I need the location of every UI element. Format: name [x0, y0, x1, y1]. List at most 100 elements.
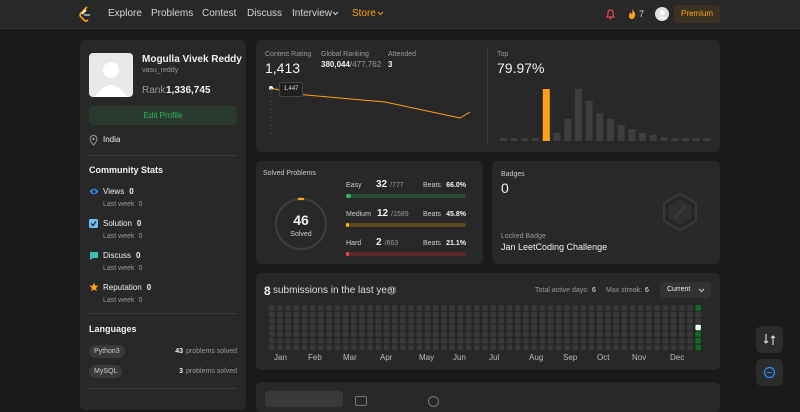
- heatmap-cell: [679, 331, 685, 337]
- month-label: Jan: [274, 353, 287, 362]
- heatmap-cell: [392, 344, 398, 351]
- heatmap-cell: [670, 324, 677, 331]
- heatmap-cell: [498, 331, 505, 337]
- month-label: Jun: [453, 353, 466, 362]
- tab[interactable]: [265, 391, 343, 407]
- stat-label: Views: [103, 187, 125, 196]
- heatmap-cell: [670, 331, 677, 337]
- level-name: Medium: [346, 211, 371, 218]
- heatmap-cell: [392, 311, 398, 318]
- heatmap-cell: [334, 331, 341, 337]
- edit-profile-button[interactable]: Edit Profile: [89, 106, 237, 125]
- nav-link[interactable]: Discuss: [247, 8, 283, 19]
- avatar[interactable]: [655, 7, 669, 21]
- heatmap-cell: [277, 305, 283, 311]
- heatmap-cell: [515, 324, 521, 331]
- heatmap-cell: [465, 331, 472, 337]
- heatmap-cell: [416, 344, 423, 351]
- submission-count: 8: [264, 284, 271, 298]
- heatmap-cell: [687, 338, 693, 344]
- logo[interactable]: [78, 6, 92, 22]
- badge-icon: [663, 192, 697, 232]
- heatmap-cell: [564, 324, 570, 331]
- nav-link[interactable]: Store: [352, 8, 376, 19]
- histogram-bar: [500, 138, 507, 141]
- nav-link[interactable]: Contest: [202, 8, 237, 19]
- premium-button[interactable]: Premium: [674, 5, 720, 23]
- heatmap-cell: [334, 318, 341, 324]
- heatmap-cell: [588, 305, 595, 311]
- nav-link[interactable]: Explore: [108, 8, 142, 19]
- heatmap-cell: [465, 324, 472, 331]
- nav-link[interactable]: Problems: [151, 8, 194, 19]
- heatmap-cell: [351, 331, 357, 337]
- histogram-bar: [510, 138, 518, 141]
- beats-value: 45.8%: [446, 211, 466, 218]
- heatmap-cell: [359, 311, 365, 318]
- heatmap-cell: [408, 324, 414, 331]
- level-name: Hard: [346, 240, 362, 247]
- heatmap-cell: [367, 305, 373, 311]
- heatmap-cell: [695, 344, 701, 351]
- card-title: Solved Problems: [263, 170, 316, 177]
- heatmap-cell: [490, 338, 496, 344]
- heatmap-cell: [523, 344, 529, 351]
- heatmap-cell: [564, 331, 570, 337]
- float-button[interactable]: [756, 326, 783, 353]
- heatmap-cell: [318, 311, 324, 318]
- histogram-bar: [542, 89, 550, 141]
- month-label: Nov: [632, 353, 647, 362]
- heatmap-cell: [572, 305, 578, 311]
- language-count: 3: [179, 368, 184, 375]
- heatmap-cell: [293, 344, 300, 351]
- heatmap-cell: [482, 324, 488, 331]
- heatmap-cell: [441, 305, 447, 311]
- level-solved: 12: [377, 208, 389, 219]
- heatmap-cell: [597, 338, 603, 344]
- month-label: Apr: [380, 353, 393, 362]
- bell-icon[interactable]: [605, 8, 616, 20]
- histogram-bar: [617, 125, 625, 141]
- heatmap-cell: [375, 305, 382, 311]
- nav-link[interactable]: Interview: [292, 8, 333, 19]
- histogram-bar: [607, 119, 614, 141]
- heatmap-cell: [457, 324, 464, 331]
- heatmap-cell: [269, 318, 275, 324]
- heatmap-cell: [638, 338, 644, 344]
- heatmap-cell: [310, 344, 316, 351]
- location: India: [103, 135, 121, 144]
- heatmap-cell: [523, 331, 529, 337]
- heatmap-cell: [334, 305, 341, 311]
- heatmap-cell: [301, 311, 308, 318]
- heatmap-cell: [318, 318, 324, 324]
- heatmap-cell: [449, 311, 455, 318]
- heatmap-cell: [449, 324, 455, 331]
- heatmap-cell: [285, 324, 291, 331]
- tab-icon[interactable]: [355, 396, 367, 406]
- week-label: Last week: [103, 265, 135, 272]
- heatmap-cell: [605, 324, 611, 331]
- heatmap-cell: [441, 311, 447, 318]
- heatmap-cell: [506, 344, 513, 351]
- heatmap-cell: [408, 331, 414, 337]
- global-ranking: 380,044: [321, 60, 350, 69]
- tab-icon[interactable]: [428, 396, 439, 407]
- heatmap-cell: [285, 305, 291, 311]
- heatmap-cell: [490, 311, 496, 318]
- heatmap-cell: [285, 318, 291, 324]
- heatmap-cell: [687, 305, 693, 311]
- heatmap-cell: [556, 338, 562, 344]
- info-icon[interactable]: [387, 286, 396, 295]
- heatmap-cell: [588, 324, 595, 331]
- heatmap-cell: [572, 311, 578, 318]
- profile-avatar: [89, 53, 133, 97]
- heatmap-cell: [556, 324, 562, 331]
- heatmap-cell: [392, 305, 398, 311]
- heatmap-cell: [285, 311, 291, 318]
- heatmap-cell: [293, 331, 300, 337]
- heatmap-cell: [580, 338, 587, 344]
- heatmap-cell: [646, 311, 652, 318]
- streak-icon[interactable]: [627, 8, 637, 20]
- heatmap-cell: [293, 311, 300, 318]
- year-dropdown[interactable]: Current: [660, 282, 711, 298]
